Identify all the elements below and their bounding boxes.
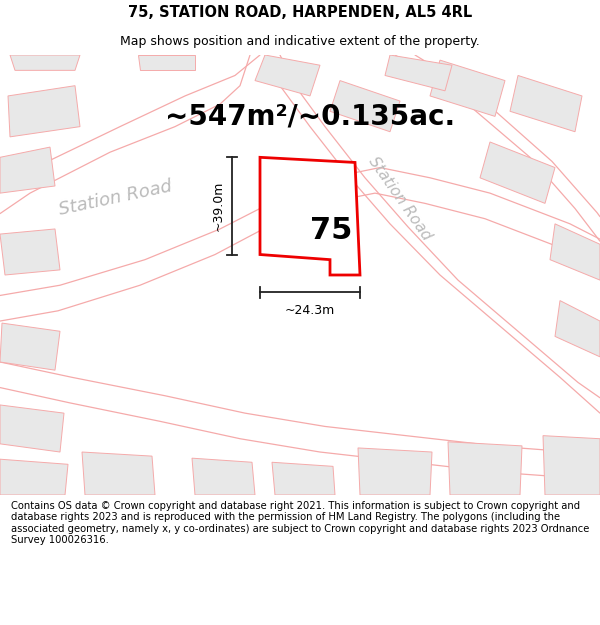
- Text: Map shows position and indicative extent of the property.: Map shows position and indicative extent…: [120, 35, 480, 48]
- Text: 75, STATION ROAD, HARPENDEN, AL5 4RL: 75, STATION ROAD, HARPENDEN, AL5 4RL: [128, 4, 472, 19]
- Polygon shape: [272, 462, 335, 495]
- Polygon shape: [555, 301, 600, 357]
- Polygon shape: [0, 147, 55, 193]
- Polygon shape: [430, 60, 505, 116]
- Polygon shape: [192, 458, 255, 495]
- Text: ~547m²/~0.135ac.: ~547m²/~0.135ac.: [165, 102, 455, 131]
- Text: 75: 75: [310, 216, 352, 245]
- Polygon shape: [0, 459, 68, 495]
- Polygon shape: [448, 442, 522, 495]
- Text: Station Road: Station Road: [366, 154, 434, 242]
- Text: Station Road: Station Road: [57, 177, 173, 219]
- Polygon shape: [358, 448, 432, 495]
- Polygon shape: [0, 229, 60, 275]
- Polygon shape: [510, 76, 582, 132]
- Polygon shape: [0, 323, 60, 370]
- Polygon shape: [8, 86, 80, 137]
- Text: ~24.3m: ~24.3m: [285, 304, 335, 317]
- Polygon shape: [10, 55, 80, 71]
- Polygon shape: [543, 436, 600, 495]
- Polygon shape: [385, 55, 452, 91]
- Polygon shape: [550, 224, 600, 280]
- Polygon shape: [82, 452, 155, 495]
- Polygon shape: [260, 158, 360, 275]
- Polygon shape: [480, 142, 555, 203]
- Text: Contains OS data © Crown copyright and database right 2021. This information is : Contains OS data © Crown copyright and d…: [11, 501, 589, 546]
- Polygon shape: [138, 55, 195, 71]
- Polygon shape: [0, 405, 64, 452]
- Text: ~39.0m: ~39.0m: [212, 181, 224, 231]
- Polygon shape: [330, 81, 400, 132]
- Polygon shape: [255, 55, 320, 96]
